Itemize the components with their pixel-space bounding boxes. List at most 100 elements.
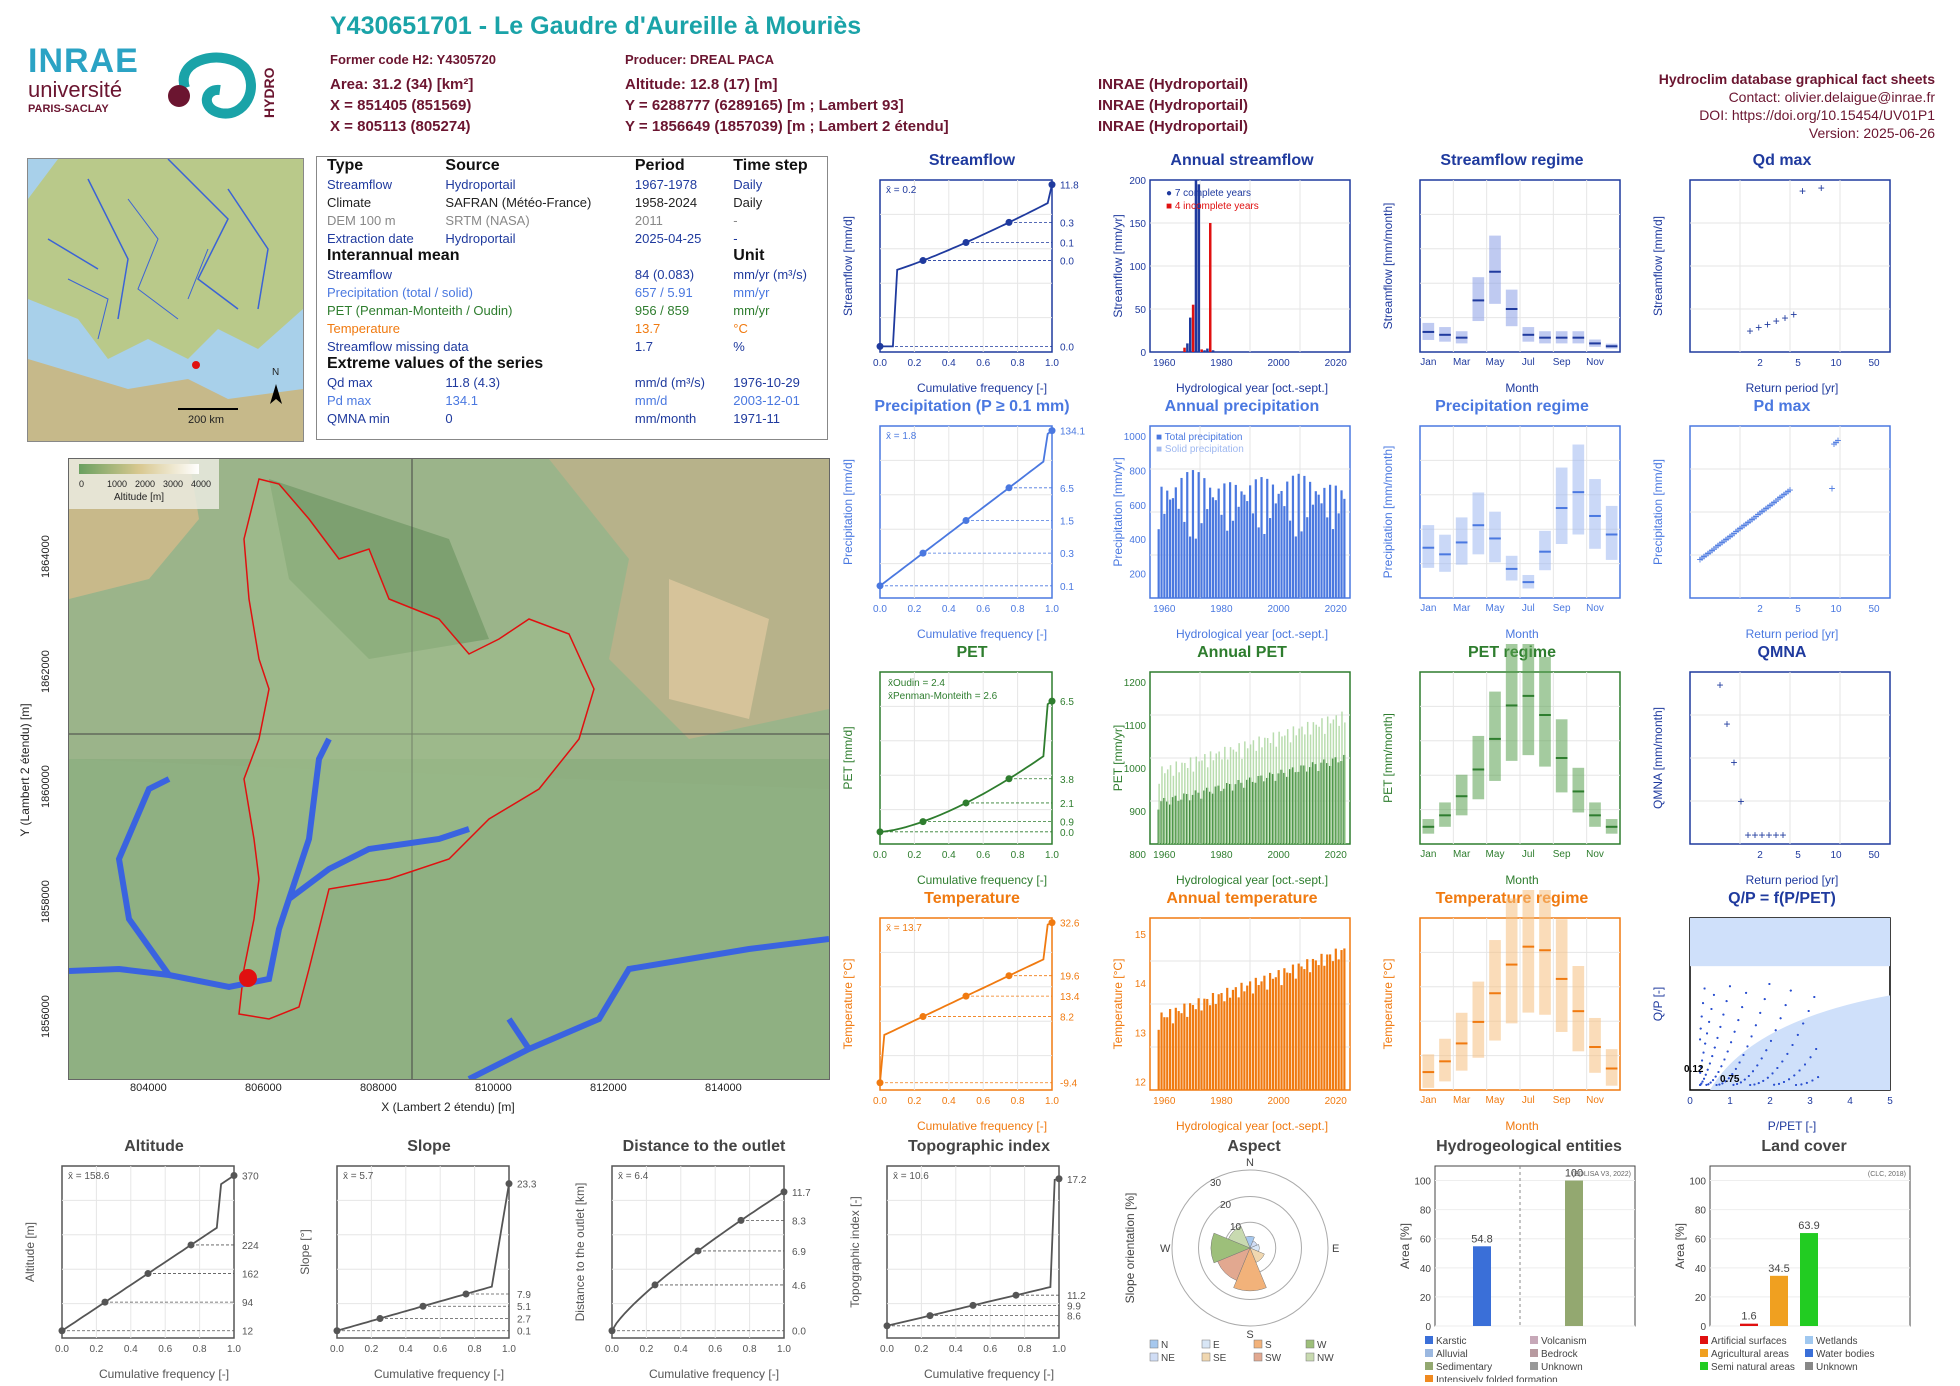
y-tick: 100 bbox=[1414, 1177, 1431, 1188]
legend-swatch bbox=[1805, 1336, 1813, 1344]
bar bbox=[1337, 513, 1340, 598]
chart-svg: 0.0 0.2 0.4 0.6 0.8 1.00.00.92.13.86.5x̄Oudin… bbox=[841, 671, 1074, 887]
catchment-map: 0 1000 2000 3000 4000 Altitude [m] bbox=[68, 458, 830, 1080]
y-tick: 15 bbox=[1135, 930, 1147, 941]
bar-secondary bbox=[1286, 729, 1289, 844]
mean-cell: 1.7 bbox=[634, 338, 653, 354]
x-tick: 0.8 bbox=[468, 1344, 482, 1355]
x-tick: Jan bbox=[1420, 849, 1436, 860]
bar-secondary bbox=[1189, 757, 1192, 844]
info-cell: - bbox=[733, 212, 738, 228]
unit-head: Unit bbox=[733, 247, 765, 264]
chart-svg: Jan Mar May Jul Sep Nov Streamflow [mm/month] M… bbox=[1381, 179, 1621, 395]
y-axis-label: Altitude [m] bbox=[23, 1222, 37, 1282]
bar-secondary bbox=[1166, 769, 1169, 844]
bar bbox=[1331, 529, 1335, 598]
scatter-point bbox=[1773, 1083, 1776, 1086]
north-arrow-icon bbox=[270, 384, 282, 404]
legend-entry: Semi natural areas bbox=[1711, 1362, 1795, 1373]
scatter-point bbox=[1741, 1006, 1744, 1009]
hydro-logo-icon bbox=[168, 52, 256, 119]
scatter-point: + bbox=[1799, 184, 1806, 198]
chart-qd_max: Qd max 2 5 10 50 + + + + + + + + Streamflow [mm/d] Ret… bbox=[1648, 152, 1916, 396]
right-tick: 0.3 bbox=[1060, 549, 1074, 560]
bar bbox=[1260, 981, 1263, 1090]
region-budyko bbox=[1710, 995, 1890, 1090]
chart-title: Streamflow regime bbox=[1440, 152, 1584, 169]
bar bbox=[1283, 968, 1286, 1090]
bar bbox=[1183, 347, 1186, 352]
y-axis-label: Streamflow [mm/d] bbox=[841, 216, 855, 316]
scatter-point: + bbox=[1746, 514, 1753, 528]
bar bbox=[1317, 965, 1320, 1090]
bar bbox=[1320, 503, 1323, 598]
x-tick: May bbox=[1486, 849, 1505, 860]
logo-paris-text: PARIS-SACLAY bbox=[28, 103, 109, 115]
legend-entry: NE bbox=[1161, 1353, 1175, 1364]
scatter-point bbox=[1730, 1041, 1733, 1044]
x-tick: Mar bbox=[1453, 1095, 1471, 1106]
extreme-cell: 1976-10-29 bbox=[733, 374, 800, 390]
outlet-marker-icon bbox=[239, 969, 257, 987]
quantile-point bbox=[780, 1188, 788, 1196]
map-x-tick: 814000 bbox=[705, 1082, 742, 1094]
x-tick: 0.4 bbox=[942, 850, 956, 861]
x-tick: 5 bbox=[1795, 850, 1801, 861]
chart-svg: 0.12 0.75 0 1 2 3 4 5 Q/P [-] P/PET [-] bbox=[1651, 917, 1893, 1133]
y-tick: 40 bbox=[1695, 1264, 1707, 1275]
y-axis-label: Temperature [°C] bbox=[1381, 959, 1395, 1050]
y-tick: 40 bbox=[1420, 1264, 1432, 1275]
map-legend-title: Altitude [m] bbox=[114, 492, 165, 503]
scatter-point: + bbox=[1818, 181, 1825, 195]
y-tick: 12 bbox=[1135, 1077, 1147, 1088]
scatter-point bbox=[1722, 1013, 1725, 1016]
regime-box bbox=[1455, 517, 1468, 565]
scatter-point: + bbox=[1706, 545, 1713, 559]
bar bbox=[1180, 477, 1183, 598]
scatter-point bbox=[1716, 1036, 1719, 1039]
scatter-point: + bbox=[1712, 540, 1719, 554]
contact: Contact: olivier.delaigue@inrae.fr bbox=[1728, 89, 1935, 105]
scatter-point bbox=[1749, 1083, 1752, 1086]
scatter-point: + bbox=[1724, 531, 1731, 545]
info-row: DEM 100 m SRTM (NASA) 2011 - bbox=[317, 211, 827, 229]
right-tick: 19.6 bbox=[1060, 972, 1080, 983]
compass-label: S bbox=[1246, 1329, 1253, 1341]
scatter-point: + bbox=[1751, 828, 1758, 842]
x-tick: 0.2 bbox=[364, 1344, 378, 1355]
bar-secondary bbox=[1312, 722, 1315, 844]
y-tick: 800 bbox=[1129, 850, 1146, 861]
bar-secondary bbox=[1278, 731, 1280, 844]
x-tick: Sep bbox=[1553, 1095, 1571, 1106]
legend-swatch bbox=[1425, 1362, 1433, 1370]
mean-label: x̄ = 10.6 bbox=[893, 1171, 929, 1182]
map-y-tick: 1856000 bbox=[40, 995, 52, 1038]
bar bbox=[1211, 497, 1215, 598]
logo-universite-text: université bbox=[28, 77, 123, 102]
bar bbox=[1171, 498, 1175, 598]
regime-box bbox=[1605, 1049, 1618, 1086]
bar bbox=[1266, 478, 1269, 598]
x-axis-label: Return period [yr] bbox=[1746, 627, 1839, 641]
mean-row: Streamflow 84 (0.083) mm/yr (m³/s) bbox=[317, 265, 827, 283]
legend-entry: Artificial surfaces bbox=[1711, 1336, 1787, 1347]
y-tick: 13 bbox=[1135, 1028, 1147, 1039]
legend-swatch bbox=[1149, 1352, 1159, 1362]
bar bbox=[1186, 1016, 1189, 1090]
right-tick: 11.8 bbox=[1060, 181, 1079, 192]
mean-label: x̄ = 6.4 bbox=[618, 1171, 649, 1182]
scatter-point: + bbox=[1746, 324, 1753, 338]
chart-svg: 2 5 10 50+++++ + + + + +QMNA [mm/month]Return pe… bbox=[1651, 671, 1891, 887]
x-axis-label: P/PET [-] bbox=[1768, 1119, 1816, 1133]
aspect-slice bbox=[1233, 1247, 1267, 1292]
x-tick: 0.2 bbox=[639, 1344, 653, 1355]
mean-label: x̄ = 1.8 bbox=[886, 431, 917, 442]
bar bbox=[1331, 961, 1335, 1090]
chart-annual_streamflow: Annual streamflow 1960 1980 2000 2020 Streamf… bbox=[1108, 152, 1376, 396]
x-tick: 1980 bbox=[1210, 604, 1233, 615]
x-tick: 1960 bbox=[1153, 358, 1176, 369]
scatter-point: + bbox=[1758, 828, 1765, 842]
bar-secondary bbox=[1341, 711, 1343, 844]
x-tick: 0.8 bbox=[1011, 850, 1025, 861]
x-lambert93: X = 851405 (851569) bbox=[330, 97, 472, 114]
